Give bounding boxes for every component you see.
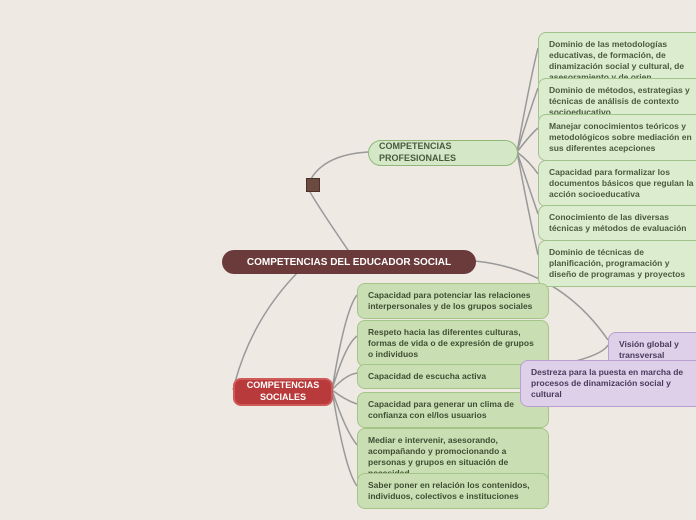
prof-item: Capacidad para formalizar los documentos…	[538, 160, 696, 207]
sociales-title-label: COMPETENCIAS SOCIALES	[245, 380, 321, 403]
soc-item: Saber poner en relación los contenidos, …	[357, 473, 549, 509]
profesionales-title: COMPETENCIAS PROFESIONALES	[368, 140, 518, 166]
prof-item: Dominio de técnicas de planificación, pr…	[538, 240, 696, 287]
soc-item: Capacidad para potenciar las relaciones …	[357, 283, 549, 319]
root-label: COMPETENCIAS DEL EDUCADOR SOCIAL	[247, 256, 451, 269]
prof-item: Manejar conocimientos teóricos y metodol…	[538, 114, 696, 161]
prof-item: Conocimiento de las diversas técnicas y …	[538, 205, 696, 241]
right-item: Destreza para la puesta en marcha de pro…	[520, 360, 696, 407]
square-marker	[306, 178, 320, 192]
soc-item: Respeto hacia las diferentes culturas, f…	[357, 320, 549, 367]
root-node: COMPETENCIAS DEL EDUCADOR SOCIAL	[222, 250, 476, 274]
profesionales-title-label: COMPETENCIAS PROFESIONALES	[379, 141, 507, 164]
sociales-title: COMPETENCIAS SOCIALES	[233, 378, 333, 406]
